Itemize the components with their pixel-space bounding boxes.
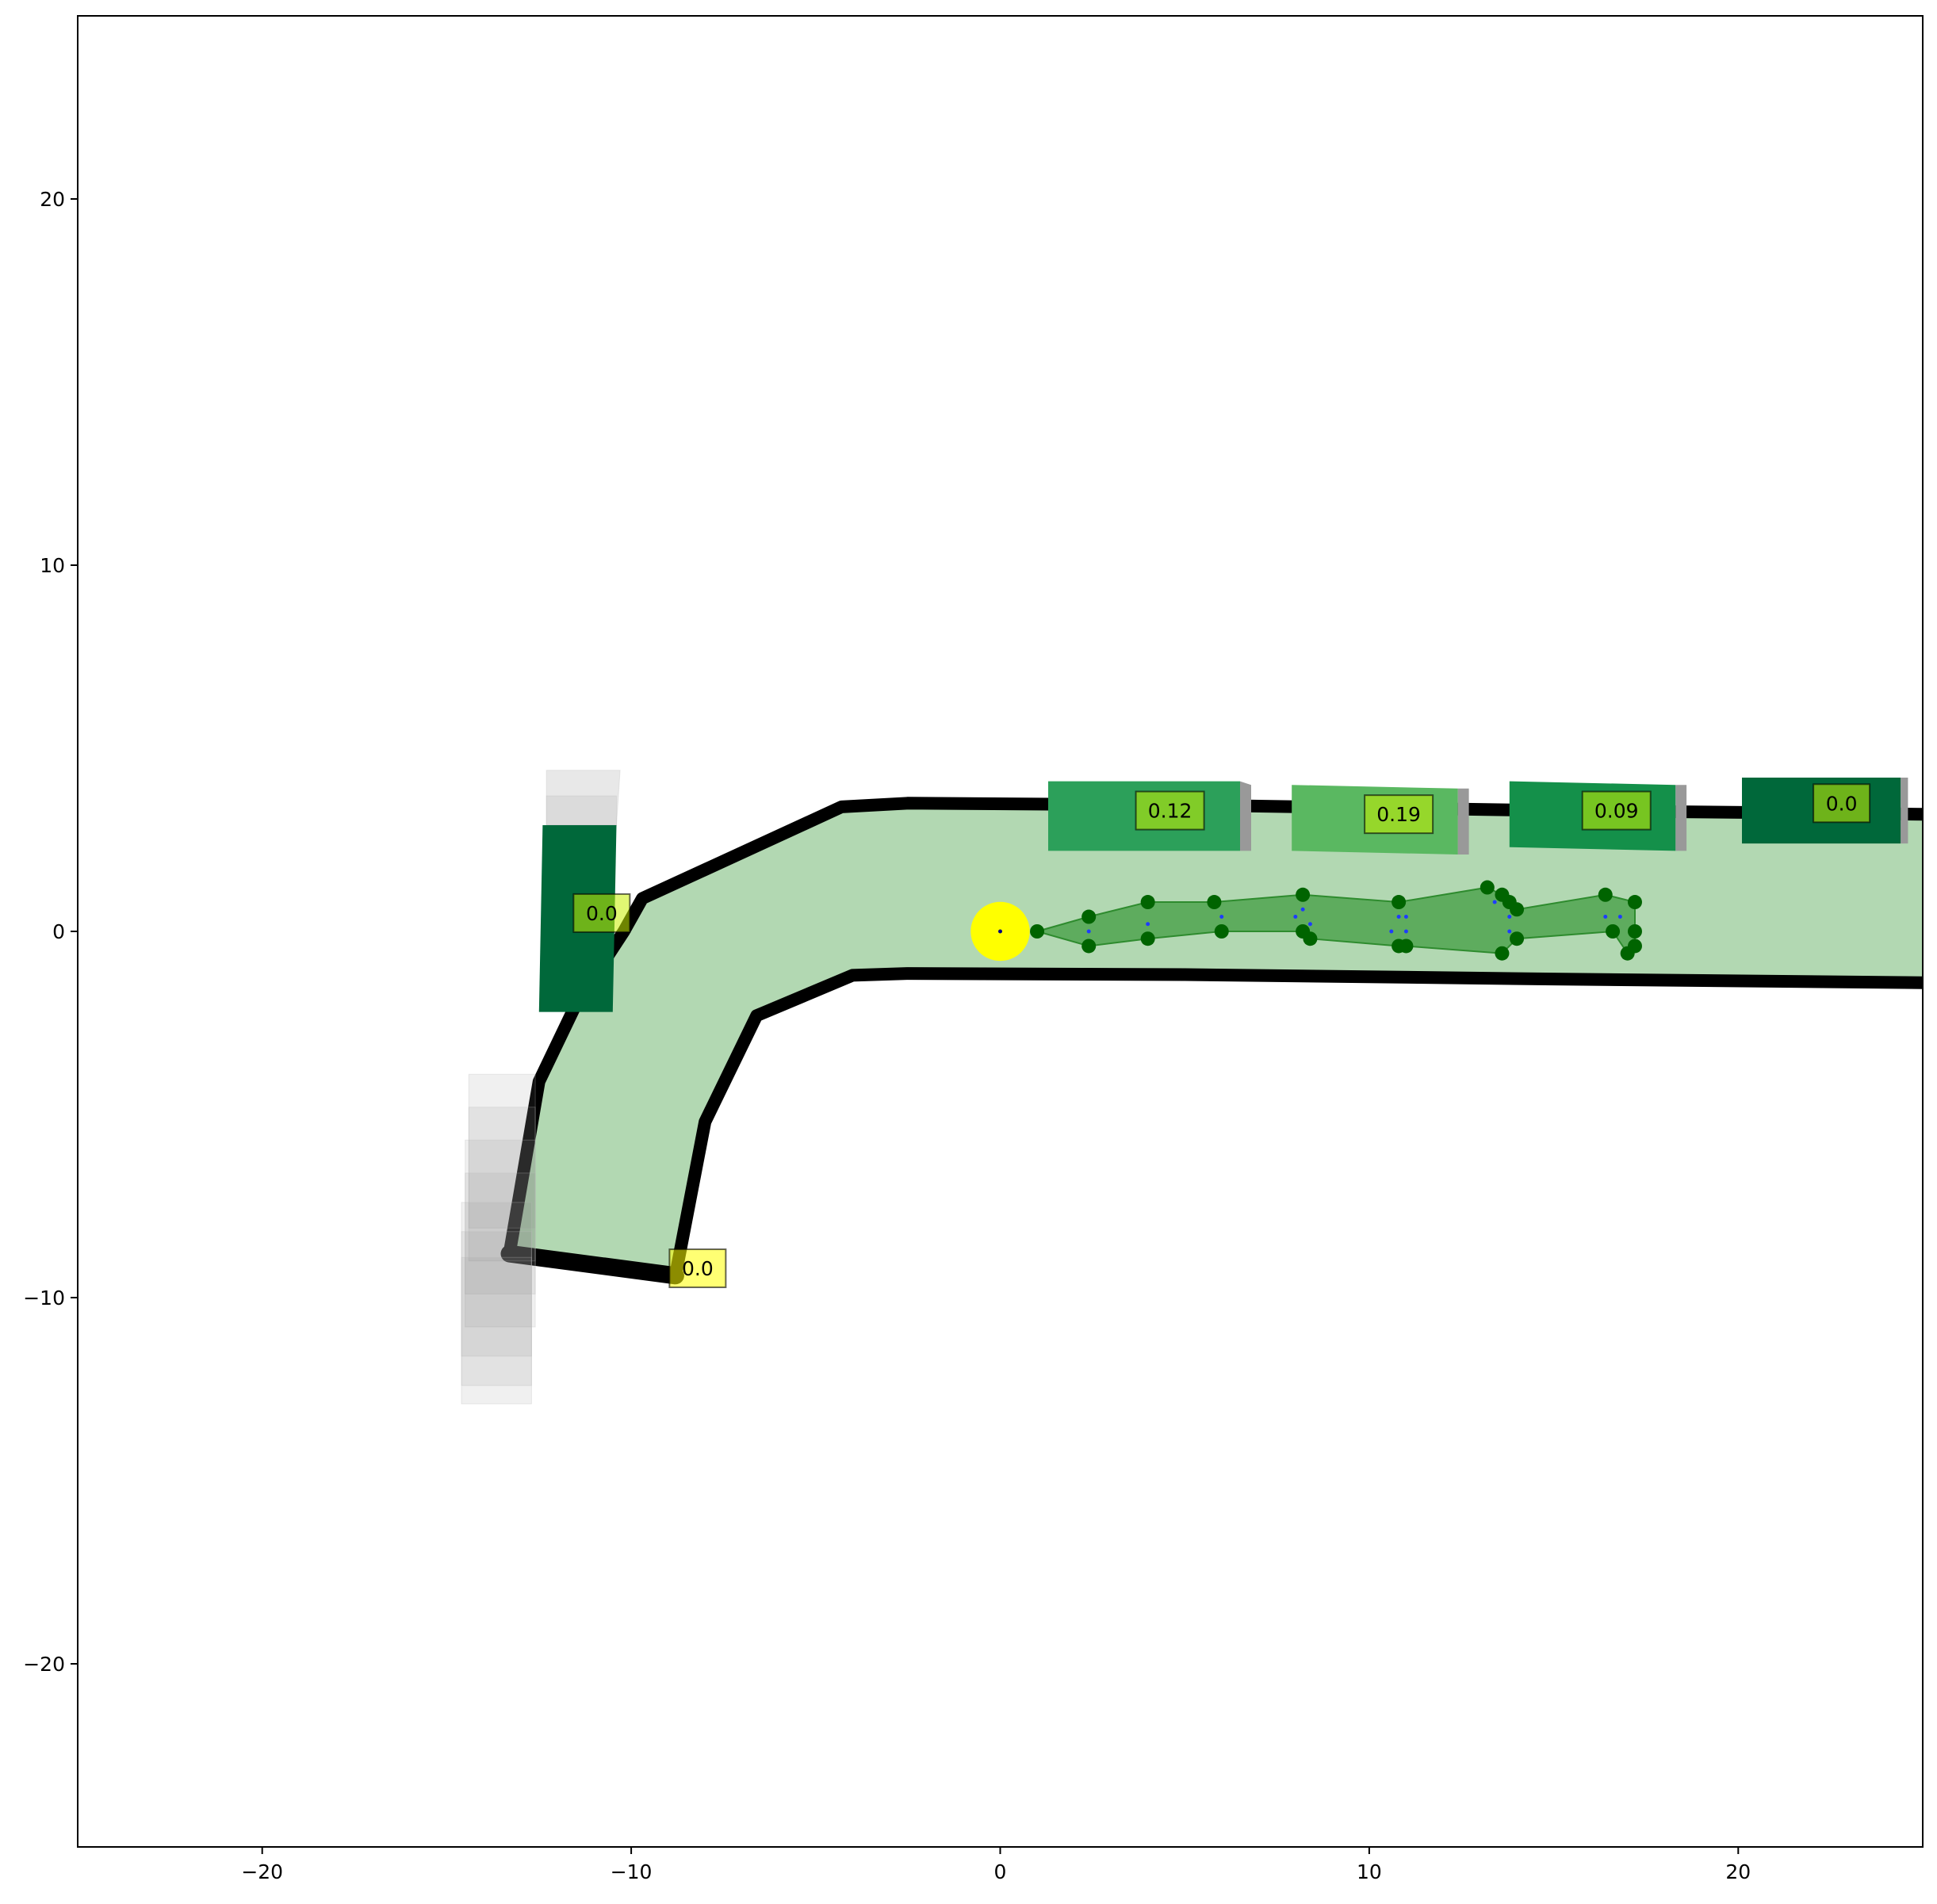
ghost-vehicle bbox=[545, 795, 617, 826]
predicted-path-marker bbox=[1507, 915, 1512, 920]
ghost-vehicle bbox=[468, 1073, 536, 1229]
predicted-path-marker bbox=[1146, 922, 1150, 927]
vehicle-label-text: 0.19 bbox=[1376, 803, 1421, 826]
lane-area bbox=[509, 803, 1923, 1276]
x-tick-label: −20 bbox=[241, 1860, 283, 1883]
ghost-vehicle bbox=[461, 1256, 532, 1405]
vehicle-label-bg bbox=[1135, 790, 1205, 831]
vehicle-shadow bbox=[1675, 785, 1687, 851]
ghost-vehicle bbox=[465, 1172, 536, 1328]
predicted-path-marker bbox=[1396, 915, 1401, 920]
predicted-path-point bbox=[1030, 924, 1045, 939]
predicted-path-point bbox=[1598, 887, 1613, 902]
x-tick-label: 0 bbox=[994, 1860, 1007, 1883]
predicted-path-point bbox=[1620, 946, 1635, 961]
vehicle-label: 0.0 bbox=[1813, 783, 1871, 824]
plot-area: 0.12 0.19 0.09 0.0 0.0 0.0 bbox=[461, 770, 1923, 1405]
x-tick-label: 20 bbox=[1725, 1860, 1751, 1883]
predicted-path-marker bbox=[1603, 915, 1608, 920]
predicted-path-marker bbox=[1403, 929, 1408, 934]
predicted-path-point bbox=[1510, 931, 1525, 946]
predicted-path-point bbox=[1627, 924, 1642, 939]
y-tick-label: 0 bbox=[52, 920, 65, 943]
end-label-bg bbox=[668, 1248, 727, 1289]
ghost-vehicle bbox=[468, 1107, 536, 1262]
predicted-path-marker bbox=[1219, 915, 1224, 920]
vehicle-label-text: 0.0 bbox=[1826, 792, 1858, 815]
vehicle-label: 0.09 bbox=[1581, 790, 1652, 831]
predicted-path-point bbox=[1214, 924, 1229, 939]
ghost-vehicle bbox=[461, 1231, 532, 1386]
predicted-path-point bbox=[1140, 895, 1155, 910]
vehicle-label-bg bbox=[1581, 790, 1652, 831]
ego-center bbox=[998, 929, 1002, 934]
end-label-text: 0.0 bbox=[682, 1257, 714, 1280]
predicted-path-point bbox=[1207, 895, 1222, 910]
predicted-path-point bbox=[1303, 931, 1318, 946]
predicted-path-marker bbox=[1507, 929, 1512, 934]
ghost-vehicle bbox=[465, 1139, 536, 1294]
vehicle-label-bg bbox=[1813, 783, 1871, 824]
lane-boundary-end bbox=[500, 1244, 684, 1285]
vehicle-label-text: 0.09 bbox=[1594, 800, 1639, 823]
vehicle-label-bg bbox=[1364, 794, 1434, 835]
predicted-path-marker bbox=[1300, 907, 1305, 912]
vehicle-label-text: 0.0 bbox=[586, 902, 618, 925]
x-tick-label: −10 bbox=[611, 1860, 653, 1883]
predicted-path-point bbox=[1081, 909, 1097, 924]
y-tick-label: 20 bbox=[40, 188, 65, 211]
predicted-path-marker bbox=[1293, 915, 1298, 920]
y-tick-label: 10 bbox=[40, 554, 65, 577]
vehicle-shadow bbox=[1457, 788, 1469, 855]
vehicle-label: 0.19 bbox=[1364, 794, 1434, 835]
predicted-path-point bbox=[1627, 895, 1642, 910]
x-tick-label: 10 bbox=[1357, 1860, 1382, 1883]
vehicle-label-text: 0.12 bbox=[1148, 800, 1192, 823]
predicted-path-marker bbox=[1492, 900, 1497, 904]
predicted-path-point bbox=[1495, 946, 1510, 961]
predicted-path-point bbox=[1606, 924, 1621, 939]
predicted-path-marker bbox=[1307, 922, 1312, 927]
ghost-vehicle bbox=[461, 1202, 532, 1357]
predicted-path-point bbox=[1296, 887, 1311, 902]
y-tick-label: −10 bbox=[23, 1287, 65, 1309]
vehicle-label: 0.0 bbox=[572, 893, 631, 933]
predicted-path-point bbox=[1140, 931, 1155, 946]
axis-ticks: −20 −10 0 10 20 20 10 0 −10 −20 bbox=[23, 188, 1751, 1883]
predicted-path-point bbox=[1081, 939, 1097, 954]
vehicle-shadow bbox=[1240, 781, 1251, 851]
predicted-path-point bbox=[1510, 902, 1525, 917]
predicted-path-marker bbox=[1617, 915, 1622, 920]
vehicle-shadow bbox=[1901, 778, 1908, 844]
predicted-path-point bbox=[1399, 939, 1414, 954]
predicted-path-point bbox=[1392, 895, 1407, 910]
end-label: 0.0 bbox=[668, 1248, 727, 1289]
y-tick-label: −20 bbox=[23, 1653, 65, 1676]
predicted-path-point bbox=[1480, 880, 1495, 895]
vehicle-label-bg bbox=[572, 893, 631, 933]
predicted-path-marker bbox=[1403, 915, 1408, 920]
vehicle-label: 0.12 bbox=[1135, 790, 1205, 831]
lane-boundary-lower bbox=[669, 967, 1923, 1277]
predicted-path-marker bbox=[1389, 929, 1394, 934]
predicted-path-marker bbox=[1086, 929, 1091, 934]
